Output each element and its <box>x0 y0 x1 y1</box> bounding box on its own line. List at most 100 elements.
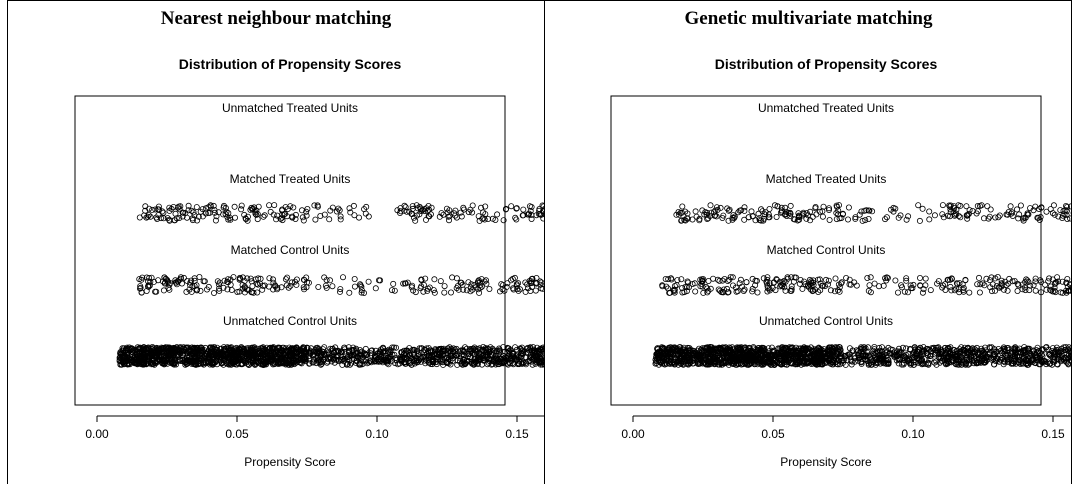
data-point <box>748 208 755 215</box>
data-point <box>703 351 710 358</box>
data-point <box>855 357 862 364</box>
data-point <box>931 359 938 366</box>
data-point <box>528 279 535 286</box>
data-point <box>254 211 261 218</box>
data-point <box>443 205 450 212</box>
data-point <box>540 203 544 210</box>
x-tick-label: 0.10 <box>365 427 389 441</box>
data-point <box>484 361 491 368</box>
data-point <box>951 287 958 294</box>
data-point <box>744 347 751 354</box>
data-point <box>752 356 759 363</box>
data-point <box>945 276 952 283</box>
data-point <box>788 283 795 290</box>
data-point <box>781 284 788 291</box>
data-point <box>417 205 424 212</box>
data-point <box>509 353 516 360</box>
data-point <box>439 346 446 353</box>
series-points <box>116 343 544 368</box>
data-point <box>315 283 322 290</box>
data-point <box>529 361 536 368</box>
data-point <box>870 357 877 364</box>
data-point <box>948 275 955 282</box>
data-point <box>362 358 369 365</box>
data-point <box>388 287 395 294</box>
propensity-chart-genetic: Distribution of Propensity Scores 0.00 0.0… <box>610 56 1072 469</box>
data-point <box>699 352 706 359</box>
data-point <box>260 361 267 368</box>
data-point <box>251 352 258 359</box>
data-point <box>826 351 833 358</box>
data-point <box>351 212 358 219</box>
data-point <box>460 204 467 211</box>
data-point <box>781 277 788 284</box>
data-point <box>219 359 226 366</box>
data-point <box>257 275 264 282</box>
data-point <box>309 352 316 359</box>
data-point <box>269 276 276 283</box>
group-label: Matched Treated Units <box>230 172 351 186</box>
data-point <box>980 215 987 222</box>
data-point <box>685 361 692 368</box>
data-point <box>198 356 205 363</box>
data-point <box>782 278 789 285</box>
data-point <box>212 217 219 224</box>
data-point <box>779 346 786 353</box>
data-point <box>960 286 967 293</box>
data-point <box>488 361 495 368</box>
data-point <box>418 277 425 284</box>
data-point <box>939 211 946 218</box>
data-point <box>540 348 544 355</box>
data-point <box>747 353 754 360</box>
data-point <box>858 208 865 215</box>
data-point <box>195 213 202 220</box>
data-point <box>742 358 749 365</box>
data-point <box>1064 283 1071 290</box>
data-point <box>365 278 372 285</box>
data-point <box>155 203 162 210</box>
data-point <box>889 351 896 358</box>
data-point <box>207 352 214 359</box>
data-point <box>898 284 905 291</box>
data-point <box>901 357 908 364</box>
data-point <box>422 275 429 282</box>
data-point <box>441 289 448 296</box>
data-point <box>709 353 716 360</box>
data-point <box>834 287 841 294</box>
data-point <box>665 276 672 283</box>
data-point <box>492 216 499 223</box>
data-point <box>377 277 384 284</box>
x-tick-label: 0.10 <box>901 427 925 441</box>
data-point <box>832 275 839 282</box>
data-point <box>229 355 236 362</box>
data-point <box>1050 202 1057 209</box>
data-point <box>513 205 520 212</box>
data-point <box>654 345 661 352</box>
data-point <box>318 351 325 358</box>
data-point <box>1043 286 1050 293</box>
data-point <box>678 276 685 283</box>
data-point <box>785 351 792 358</box>
data-point <box>736 345 743 352</box>
data-point <box>253 280 260 287</box>
data-point <box>420 281 427 288</box>
data-point <box>160 287 167 294</box>
data-point <box>667 351 674 358</box>
data-point <box>910 281 917 288</box>
data-point <box>350 202 357 209</box>
data-point <box>536 359 543 366</box>
data-point <box>193 204 200 211</box>
data-point <box>319 348 326 355</box>
data-point <box>792 344 799 351</box>
data-point <box>287 360 294 367</box>
data-point <box>817 287 824 294</box>
data-point <box>704 289 711 296</box>
series-points <box>659 273 1072 296</box>
data-point <box>453 275 460 282</box>
data-point <box>743 279 750 286</box>
data-point <box>474 345 481 352</box>
data-point <box>947 209 954 216</box>
data-point <box>463 345 470 352</box>
data-point <box>1019 281 1026 288</box>
data-point <box>205 359 212 366</box>
